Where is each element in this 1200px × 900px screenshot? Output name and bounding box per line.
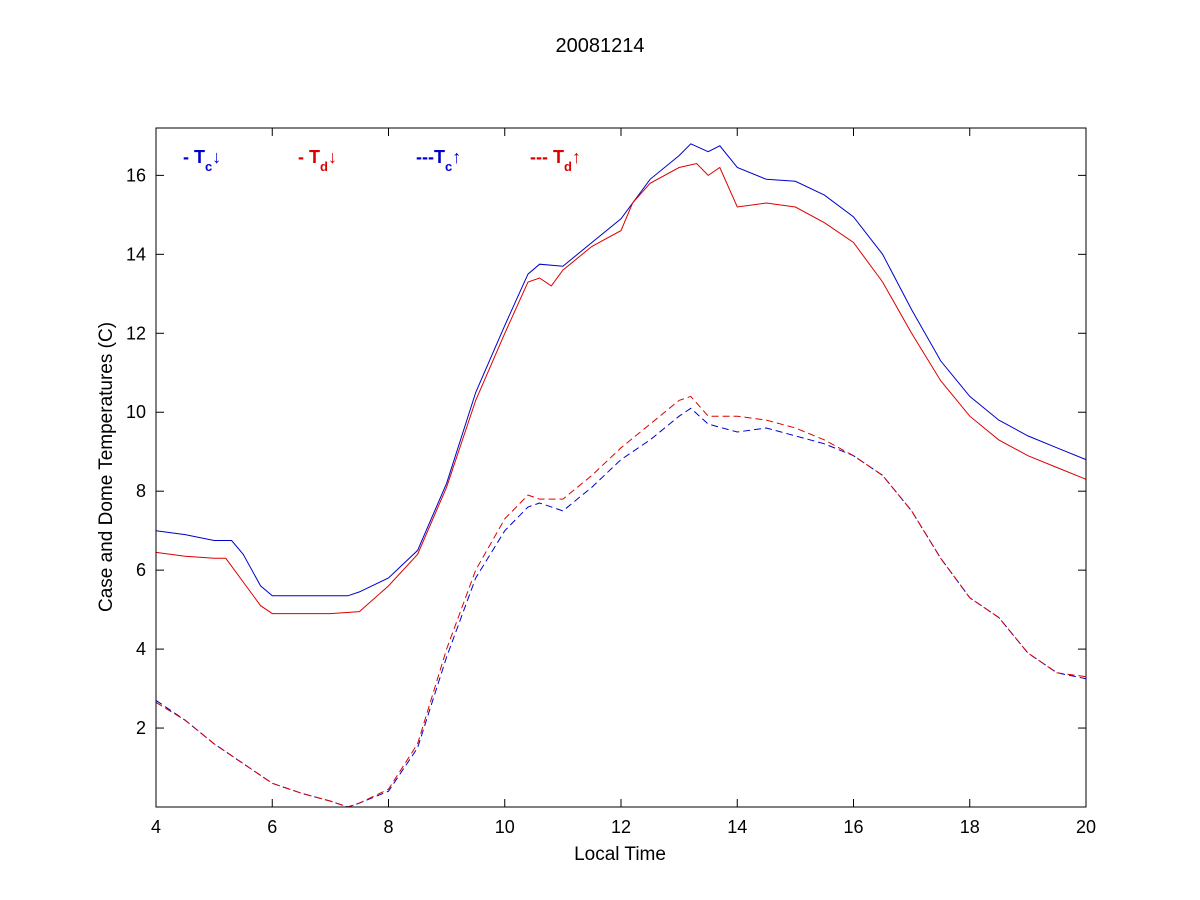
y-tick-label: 14	[126, 244, 146, 264]
x-axis-label: Local Time	[574, 844, 666, 865]
x-tick-label: 14	[727, 817, 747, 837]
x-tick-label: 4	[151, 817, 161, 837]
legend: - Tc↓ - Td↓ ---Tc↑ --- Td↑	[183, 147, 581, 174]
y-axis: 2 4 6 8 10 12 14 16	[126, 165, 1086, 738]
y-tick-label: 10	[126, 402, 146, 422]
series-line-tc_up	[155, 407, 1087, 808]
x-axis: 4 6 8 10 12 14 16 18 20	[151, 128, 1096, 837]
series-layer	[155, 143, 1087, 808]
y-tick-label: 6	[136, 560, 146, 580]
series-line-td_down	[155, 162, 1087, 615]
legend-entry-tc_up: ---Tc↑	[416, 147, 461, 174]
y-tick-label: 12	[126, 323, 146, 343]
x-tick-label: 8	[383, 817, 393, 837]
y-tick-label: 4	[136, 639, 146, 659]
y-tick-label: 8	[136, 481, 146, 501]
x-tick-label: 6	[267, 817, 277, 837]
y-axis-label: Case and Dome Temperatures (C)	[96, 322, 117, 612]
x-tick-label: 16	[843, 817, 863, 837]
x-tick-label: 18	[960, 817, 980, 837]
legend-entry-td_up: --- Td↑	[530, 147, 581, 174]
y-tick-label: 16	[126, 165, 146, 185]
legend-entry-tc_down: - Tc↓	[183, 147, 221, 174]
legend-entry-td_down: - Td↓	[298, 147, 337, 174]
series-line-td_up	[155, 395, 1087, 808]
chart-title: 20081214	[556, 35, 645, 57]
x-tick-label: 12	[611, 817, 631, 837]
plot-area	[156, 128, 1086, 807]
x-tick-label: 10	[495, 817, 515, 837]
y-tick-label: 2	[136, 718, 146, 738]
x-tick-label: 20	[1076, 817, 1096, 837]
series-line-tc_down	[155, 143, 1087, 597]
